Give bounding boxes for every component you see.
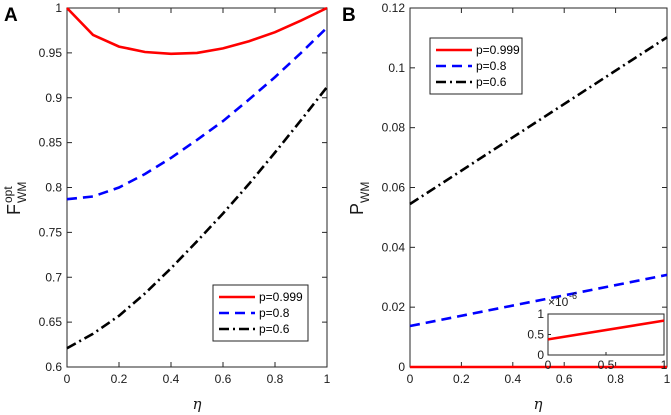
x-tick-label: 0 <box>407 372 414 386</box>
panel-a-ylabel-sup: opt <box>1 186 15 203</box>
y-tick-label: 0.7 <box>45 270 62 284</box>
inset-y-ticks: 00.51 <box>527 307 551 362</box>
panel-a: A 0 0.2 0.4 0.6 0.8 1 0.60.650.70.750.80.850.… <box>1 1 331 413</box>
inset-scale-exponent: -6 <box>569 291 577 301</box>
inset-x-tick-label: 0 <box>545 358 552 372</box>
legend-label: p=0.999 <box>259 290 303 304</box>
inset-y-tick-label: 1 <box>537 307 544 321</box>
y-tick-label: 0.04 <box>382 240 406 254</box>
panel-b-xlabel: η <box>534 395 543 413</box>
panel-a-y-ticks: 0.6 0.65 0.7 0.75 0.8 0.85 0.9 0.95 1 <box>39 1 327 374</box>
inset-scale-base: ×10 <box>548 295 569 309</box>
y-tick-label: 0.6 <box>45 360 62 374</box>
panel-b-label: B <box>342 5 356 26</box>
y-tick-label: 0.75 <box>39 225 63 239</box>
series-line-p=0.6 <box>409 36 668 206</box>
x-tick-label: 0.4 <box>504 372 521 386</box>
panel-a-series <box>66 6 329 350</box>
y-tick-label: 0.12 <box>382 1 406 15</box>
series-line-p=0.8 <box>66 26 328 201</box>
inset-plot-area <box>547 313 665 356</box>
series-line-p=0.999 <box>66 6 328 56</box>
x-tick-label: 0.2 <box>111 372 128 386</box>
inset-series-line <box>547 319 665 341</box>
panel-a-y-axis-label: F opt WM <box>1 182 29 215</box>
panel-b-x-ticks: 0 0.2 0.4 0.6 0.8 1 <box>407 8 671 386</box>
panel-a-ylabel-main: F <box>4 204 24 215</box>
legend-label: p=0.8 <box>259 306 290 320</box>
y-tick-label: 0.08 <box>382 121 406 135</box>
legend-label: p=0.999 <box>476 43 520 57</box>
y-tick-label: 0.1 <box>388 61 405 75</box>
y-tick-label: 0.9 <box>45 91 62 105</box>
y-tick-label: 0.95 <box>39 46 63 60</box>
inset-x-tick-label: 1 <box>661 358 668 372</box>
panel-b-ylabel-sub: WM <box>358 182 372 203</box>
panel-a-x-ticks: 0 0.2 0.4 0.6 0.8 1 <box>64 8 331 386</box>
x-tick-label: 0.8 <box>607 372 624 386</box>
y-tick-label: 0 <box>398 360 405 374</box>
y-tick-label: 0.02 <box>382 300 406 314</box>
x-tick-label: 0.2 <box>453 372 470 386</box>
x-tick-label: 1 <box>324 372 331 386</box>
inset-x-ticks: 0 0.5 1 <box>545 352 668 372</box>
x-tick-label: 0.4 <box>163 372 180 386</box>
series-line-p=0.8 <box>409 273 668 328</box>
y-tick-label: 0.65 <box>39 315 63 329</box>
legend-label: p=0.8 <box>476 59 507 73</box>
inset-y-tick-label: 0 <box>537 348 544 362</box>
y-tick-label: 0.85 <box>39 136 63 150</box>
legend-label: p=0.6 <box>476 75 507 89</box>
panel-b-y-ticks: 0 0.02 0.04 0.06 0.08 0.1 0.12 <box>382 1 667 374</box>
panel-b: B 0 0.2 0.4 0.6 0.8 1 0 0.02 0.04 0.06 0.08 0.1 0.1… <box>342 1 671 413</box>
x-tick-label: 0.6 <box>215 372 232 386</box>
series-line-p=0.6 <box>66 86 329 350</box>
panel-a-legend: p=0.999 p=0.8 p=0.6 <box>212 284 309 342</box>
x-tick-label: 0 <box>64 372 71 386</box>
inset-series <box>547 319 665 341</box>
y-tick-label: 0.8 <box>45 181 62 195</box>
legend-label: p=0.6 <box>259 322 290 336</box>
panel-a-ylabel-sub: WM <box>15 182 29 203</box>
panel-b-inset: 0 0.5 1 00.51 ×10 -6 <box>527 291 667 372</box>
y-tick-label: 0.06 <box>382 181 406 195</box>
panel-a-xlabel: η <box>193 395 202 413</box>
panel-b-ylabel-main: P <box>347 203 367 215</box>
x-tick-label: 1 <box>664 372 671 386</box>
panel-b-legend: p=0.999 p=0.8 p=0.6 <box>429 37 523 95</box>
inset-y-tick-label: 0.5 <box>527 328 544 342</box>
panel-b-y-axis-label: P WM <box>347 182 372 215</box>
x-tick-label: 0.6 <box>556 372 573 386</box>
y-tick-label: 1 <box>55 1 62 15</box>
inset-x-tick-label: 0.5 <box>598 358 615 372</box>
panel-a-label: A <box>4 5 18 26</box>
panel-b-series <box>409 36 668 369</box>
x-tick-label: 0.8 <box>267 372 284 386</box>
